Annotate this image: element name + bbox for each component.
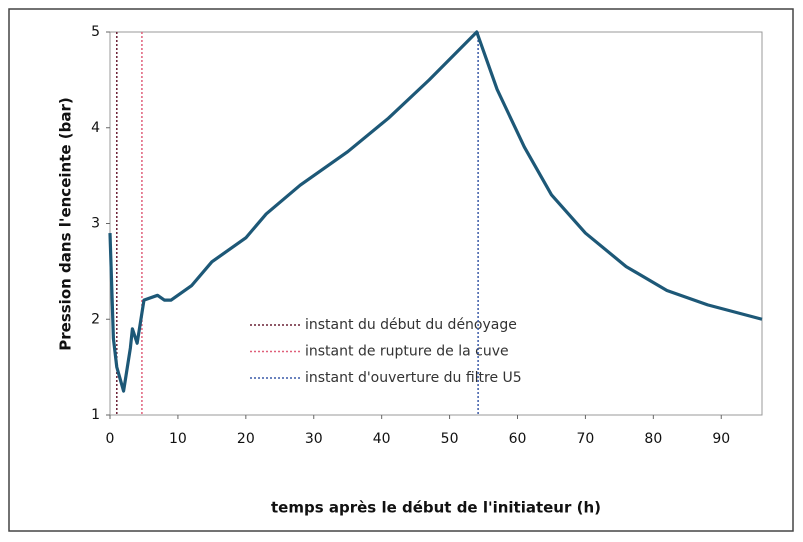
legend-label: instant d'ouverture du filtre U5 <box>305 370 522 386</box>
legend-label: instant du début du dénoyage <box>305 317 517 333</box>
y-tick-label: 1 <box>91 407 100 423</box>
x-tick-label: 20 <box>237 431 255 447</box>
x-tick-label: 10 <box>169 431 187 447</box>
y-axis-label: Pression dans l'enceinte (bar) <box>57 97 75 350</box>
plot-frame <box>109 31 763 416</box>
x-tick-label: 90 <box>712 431 730 447</box>
legend-label: instant de rupture de la cuve <box>305 344 509 360</box>
y-tick-label: 3 <box>91 216 100 232</box>
y-tick-label: 5 <box>91 24 100 40</box>
x-tick-label: 30 <box>305 431 323 447</box>
x-tick-label: 80 <box>644 431 662 447</box>
x-axis-label: temps après le début de l'initiateur (h) <box>271 499 601 517</box>
x-tick-label: 50 <box>441 431 459 447</box>
y-tick-label: 2 <box>91 311 100 327</box>
x-tick-label: 70 <box>577 431 595 447</box>
y-tick-label: 4 <box>91 120 100 136</box>
outer-frame <box>8 8 794 532</box>
x-tick-label: 0 <box>106 431 115 447</box>
x-tick-label: 40 <box>373 431 391 447</box>
x-tick-label: 60 <box>509 431 527 447</box>
data-line <box>108 30 763 393</box>
